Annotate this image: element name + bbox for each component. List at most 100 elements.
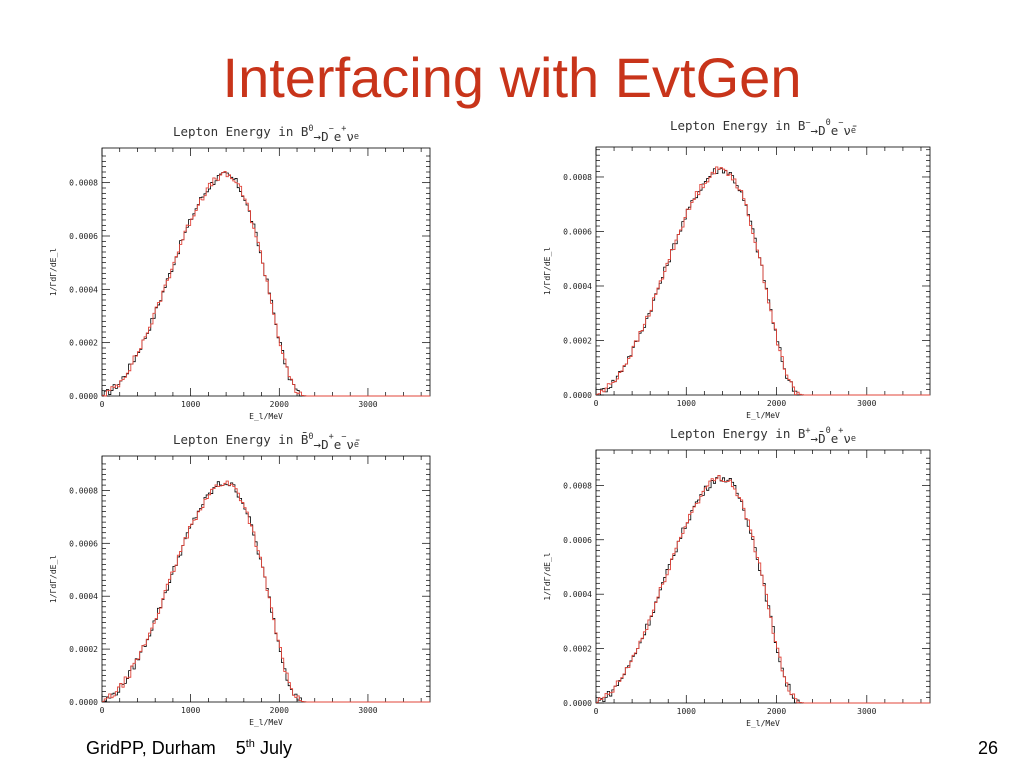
x-tick-label: 1000 — [181, 706, 200, 715]
plot-frame — [101, 455, 431, 703]
chart-title-part: e — [831, 431, 839, 446]
footer-text: GridPP, Durham 5th July — [86, 738, 292, 759]
chart-title-part: ν — [346, 129, 354, 144]
y-tick-label: 0.0000 — [563, 699, 592, 708]
y-tick-label: 0.0002 — [563, 336, 592, 345]
x-tick-label: 3000 — [358, 706, 377, 715]
plot-frame — [101, 147, 431, 397]
x-tick-label: 2000 — [767, 399, 786, 408]
chart-title-part: + — [341, 124, 346, 134]
x-axis-label: E_l/MeV — [249, 718, 283, 727]
x-tick-label: 2000 — [270, 400, 289, 409]
x-tick-label: 2000 — [767, 707, 786, 716]
y-tick-label: 0.0002 — [69, 339, 98, 348]
y-tick-label: 0.0006 — [563, 227, 592, 236]
y-tick-label: 0.0004 — [69, 592, 98, 601]
histogram-black — [102, 171, 430, 397]
chart-title: Lepton Energy in B̄0→D+e−ν̄e — [173, 432, 360, 452]
chart-title-part: − — [805, 118, 810, 128]
y-axis-label: 1/ΓdΓ/dE_l — [49, 248, 58, 296]
chart-b0-to-d-minus: Lepton Energy in B0→D−e+νe0 1000 2000 30000… — [49, 124, 431, 421]
histogram-red — [102, 480, 430, 703]
x-tick-label: 0 — [594, 707, 599, 716]
chart-title-part: 0 — [308, 432, 313, 442]
x-axis-label: E_l/MeV — [746, 719, 780, 728]
footer-org: GridPP, Durham — [86, 738, 216, 758]
x-axis-label: E_l/MeV — [249, 412, 283, 421]
x-tick-label: 3000 — [358, 400, 377, 409]
y-tick-label: 0.0006 — [69, 539, 98, 548]
footer-month: July — [259, 738, 292, 758]
footer-day: 5 — [235, 738, 246, 758]
chart-title-part: − — [341, 432, 346, 442]
x-tick-label: 2000 — [270, 706, 289, 715]
y-tick-label: 0.0008 — [563, 481, 592, 490]
y-tick-label: 0.0000 — [69, 698, 98, 707]
chart-title-part: 0 — [826, 118, 831, 128]
chart-title-part: →D — [314, 129, 329, 144]
chart-title-part: Lepton Energy in B — [670, 118, 805, 133]
y-tick-label: 0.0002 — [563, 645, 592, 654]
x-tick-label: 0 — [100, 400, 105, 409]
y-tick-label: 0.0004 — [563, 282, 592, 291]
x-tick-label: 0 — [594, 399, 599, 408]
x-axis-label: E_l/MeV — [746, 411, 780, 420]
y-tick-label: 0.0000 — [69, 392, 98, 401]
chart-title-part: + — [329, 432, 334, 442]
x-tick-label: 3000 — [857, 707, 876, 716]
chart-title-part: e — [831, 123, 839, 138]
chart-title-part: + — [838, 426, 843, 436]
chart-title-part: Lepton Energy in B — [670, 426, 805, 441]
plot-frame — [595, 146, 931, 396]
y-tick-label: 0.0008 — [69, 486, 98, 495]
slide-title: Interfacing with EvtGen — [222, 46, 802, 109]
plot-frame — [595, 449, 931, 704]
chart-title-part: e — [851, 126, 856, 136]
chart-title-part: − — [329, 124, 334, 134]
y-axis-label: 1/ΓdΓ/dE_l — [543, 552, 552, 600]
x-tick-label: 3000 — [857, 399, 876, 408]
y-tick-label: 0.0002 — [69, 645, 98, 654]
chart-title-part: →D — [811, 123, 826, 138]
histogram-red — [596, 475, 930, 704]
x-tick-label: 1000 — [677, 707, 696, 716]
y-tick-label: 0.0004 — [69, 285, 98, 294]
histogram-black — [102, 481, 430, 703]
chart-bminus-to-d0: Lepton Energy in B−→D0e−ν̄e0 1000 2000 3000… — [543, 118, 931, 420]
y-axis-label: 1/ΓdΓ/dE_l — [49, 555, 58, 603]
chart-title-part: e — [334, 129, 342, 144]
chart-title-part: ν — [843, 431, 851, 446]
x-tick-label: 1000 — [181, 400, 200, 409]
x-tick-label: 1000 — [677, 399, 696, 408]
x-tick-label: 0 — [100, 706, 105, 715]
page-number: 26 — [977, 738, 998, 758]
chart-title-part: e — [851, 434, 856, 444]
chart-title-part: − — [838, 118, 843, 128]
chart-title-part: →D̄ — [811, 431, 826, 446]
footer-day-suffix: th — [245, 738, 255, 750]
chart-title-part: Lepton Energy in B — [173, 124, 308, 139]
y-tick-label: 0.0006 — [69, 232, 98, 241]
chart-title-part: e — [334, 437, 342, 452]
chart-title-part: Lepton Energy in B̄ — [173, 432, 308, 447]
histogram-black — [596, 474, 930, 704]
histogram-red — [596, 166, 930, 396]
chart-bplus-to-d0bar: Lepton Energy in B+→D̄0e+νe0 1000 2000 3000… — [543, 426, 931, 728]
chart-title-part: + — [805, 426, 810, 436]
y-tick-label: 0.0006 — [563, 536, 592, 545]
chart-title: Lepton Energy in B−→D0e−ν̄e — [670, 118, 857, 138]
chart-title-part: 0 — [308, 124, 313, 134]
chart-b0bar-to-d-plus: Lepton Energy in B̄0→D+e−ν̄e0 1000 2000 300… — [49, 432, 431, 727]
chart-title-part: e — [354, 440, 359, 450]
chart-title-part: 0 — [826, 426, 831, 436]
y-tick-label: 0.0008 — [563, 173, 592, 182]
chart-title-part: e — [354, 132, 359, 142]
chart-title: Lepton Energy in B0→D−e+νe — [173, 124, 359, 144]
histogram-red — [102, 171, 430, 397]
chart-title-part: →D — [314, 437, 329, 452]
y-tick-label: 0.0000 — [563, 391, 592, 400]
y-axis-label: 1/ΓdΓ/dE_l — [543, 247, 552, 295]
chart-title: Lepton Energy in B+→D̄0e+νe — [670, 426, 856, 446]
y-tick-label: 0.0008 — [69, 179, 98, 188]
y-tick-label: 0.0004 — [563, 590, 592, 599]
